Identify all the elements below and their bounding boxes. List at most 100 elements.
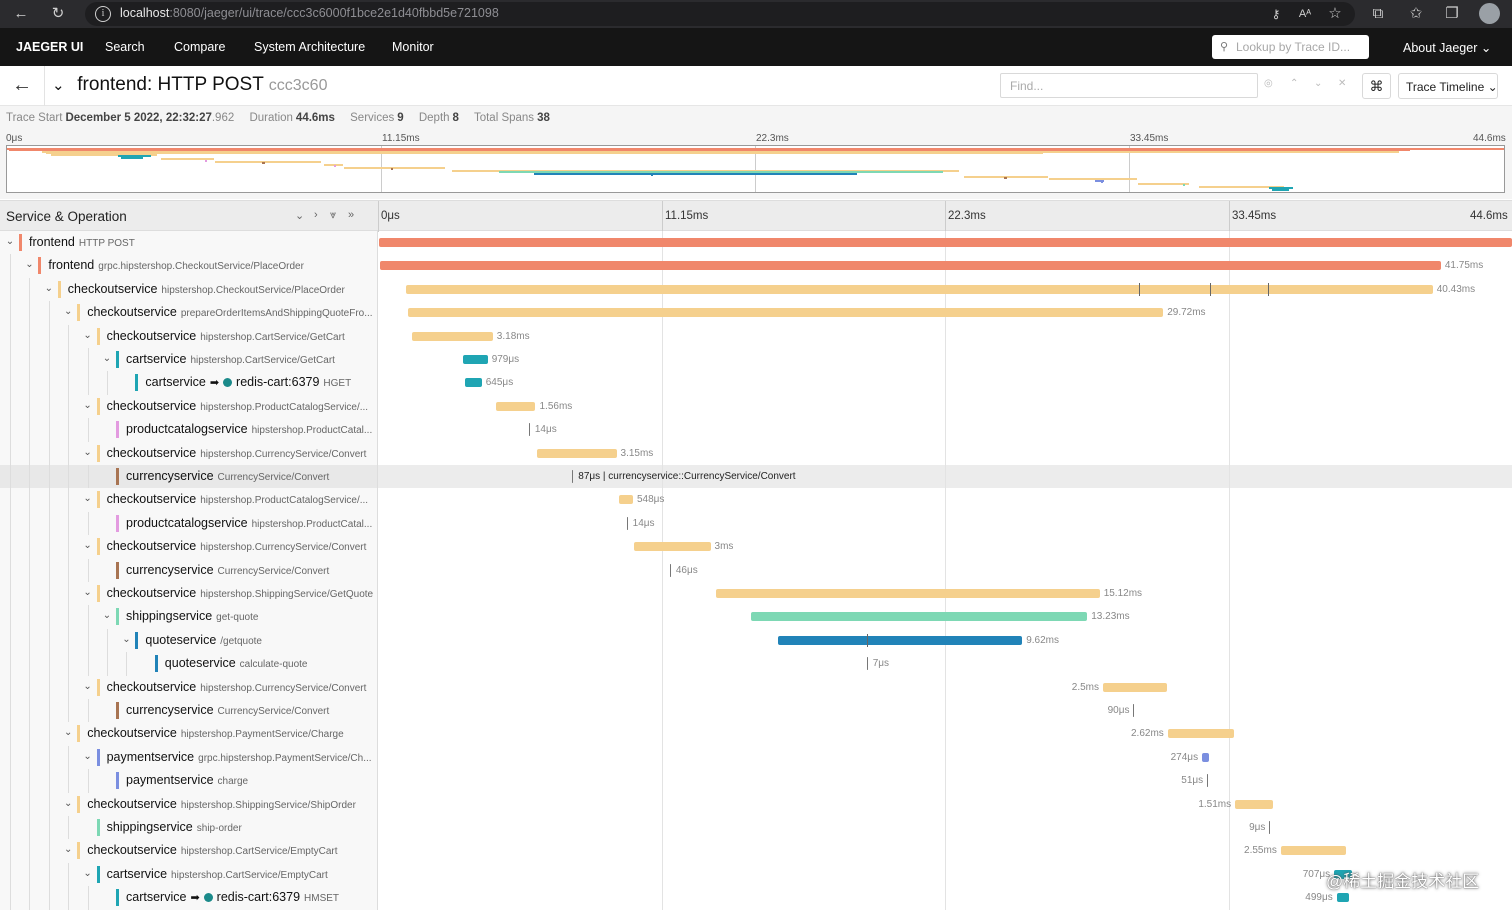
- span-toggle-icon[interactable]: ⌄: [102, 610, 112, 622]
- collapse-one-icon[interactable]: ⌄: [295, 210, 305, 222]
- span-service-label[interactable]: checkoutservice hipstershop.CurrencyServi…: [107, 680, 367, 694]
- span-log-tick[interactable]: [866, 633, 868, 647]
- span-bar[interactable]: [536, 448, 617, 458]
- span-service-label[interactable]: checkoutservice hipstershop.CheckoutServi…: [68, 282, 345, 296]
- span-bar[interactable]: [379, 238, 1512, 247]
- span-bar[interactable]: [465, 378, 482, 388]
- find-prev-icon[interactable]: ⌃: [1290, 78, 1299, 89]
- span-bar[interactable]: [495, 401, 536, 411]
- span-name-cell[interactable]: ⌄ checkoutservice hipstershop.ProductCatal…: [0, 394, 378, 419]
- span-bar[interactable]: [1235, 799, 1274, 809]
- span-service-label[interactable]: currencyservice CurrencyService/Convert: [126, 563, 329, 577]
- span-name-cell[interactable]: ⌄ frontend HTTP POST: [0, 231, 378, 255]
- span-row[interactable]: ⌄ checkoutservice hipstershop.ProductCatal…: [0, 394, 1512, 419]
- span-row[interactable]: ⌄ cartservice hipstershop.CartService/GetC…: [0, 348, 1512, 372]
- read-aloud-icon[interactable]: Aᴬ: [1298, 8, 1312, 20]
- span-service-label[interactable]: shippingservice ship-order: [107, 820, 242, 834]
- span-service-label[interactable]: quoteservice calculate-quote: [165, 656, 308, 670]
- span-bar[interactable]: [866, 657, 868, 671]
- url-text[interactable]: localhost:8080/jaeger/ui/trace/ccc3c6000…: [120, 6, 499, 20]
- span-row[interactable]: currencyservice CurrencyService/Convert 46…: [0, 558, 1512, 582]
- span-service-label[interactable]: productcatalogservice hipstershop.Product…: [126, 422, 372, 436]
- span-row[interactable]: shippingservice ship-order 9μs: [0, 816, 1512, 840]
- span-toggle-icon[interactable]: ⌄: [25, 259, 34, 271]
- span-toggle-icon[interactable]: ⌄: [83, 750, 92, 762]
- span-service-label[interactable]: productcatalogservice hipstershop.Product…: [126, 516, 372, 530]
- span-row[interactable]: ⌄ quoteservice/getquote 9.62ms: [0, 628, 1512, 653]
- span-name-cell[interactable]: ⌄ quoteservice/getquote: [0, 628, 378, 653]
- find-clear-icon[interactable]: ✕: [1338, 78, 1347, 89]
- span-bar[interactable]: [715, 589, 1100, 598]
- column-divider[interactable]: [378, 201, 379, 232]
- span-name-cell[interactable]: ⌄ checkoutservice hipstershop.PaymentServi…: [0, 722, 378, 746]
- span-name-cell[interactable]: ⌄ checkoutservice hipstershop.CurrencyServ…: [0, 441, 378, 465]
- span-service-label[interactable]: checkoutservice hipstershop.ShippingServi…: [87, 797, 356, 811]
- key-icon[interactable]: ⚷: [1271, 7, 1281, 21]
- span-row[interactable]: ⌄ checkoutservice hipstershop.ShippingServ…: [0, 792, 1512, 816]
- span-row[interactable]: ⌄ checkoutservice hipstershop.CartService/…: [0, 324, 1512, 348]
- minimap-canvas[interactable]: [6, 145, 1505, 193]
- site-info-icon[interactable]: i: [95, 6, 111, 22]
- span-toggle-icon[interactable]: ⌄: [63, 797, 73, 809]
- span-bar[interactable]: [1133, 704, 1135, 717]
- span-row[interactable]: cartservice ➡ redis-cart:6379 HMSET 499μs: [0, 886, 1512, 910]
- span-bar[interactable]: [528, 423, 530, 437]
- span-log-tick[interactable]: [1268, 282, 1270, 296]
- span-bar[interactable]: [626, 516, 628, 530]
- trace-minimap[interactable]: 0μs 11.15ms 22.3ms 33.45ms 44.6ms: [0, 131, 1512, 199]
- span-name-cell[interactable]: currencyservice CurrencyService/Convert: [0, 699, 378, 723]
- span-name-cell[interactable]: ⌄ checkoutservice hipstershop.CheckoutServ…: [0, 277, 378, 302]
- favorites-icon[interactable]: ✩: [1409, 5, 1423, 22]
- span-service-label[interactable]: checkoutservice hipstershop.ProductCatalo…: [107, 399, 369, 413]
- span-bar[interactable]: [669, 563, 671, 577]
- span-log-tick[interactable]: [1138, 282, 1140, 296]
- span-bar[interactable]: [777, 633, 1023, 647]
- span-bar[interactable]: [619, 495, 633, 505]
- span-name-cell[interactable]: ⌄ checkoutservice hipstershop.CartService/…: [0, 324, 378, 348]
- span-row[interactable]: ⌄ cartservice hipstershop.CartService/Empt…: [0, 862, 1512, 887]
- collapse-chevron-icon[interactable]: ⌄: [52, 77, 65, 94]
- span-row[interactable]: ⌄ checkoutservice hipstershop.CurrencyServ…: [0, 535, 1512, 559]
- span-bar[interactable]: [405, 282, 1433, 296]
- span-row[interactable]: ⌄ paymentservice grpc.hipstershop.PaymentS…: [0, 745, 1512, 770]
- span-name-cell[interactable]: ⌄ frontend grpc.hipstershop.CheckoutServic…: [0, 254, 378, 278]
- span-name-cell[interactable]: ⌄ checkoutservice hipstershop.CurrencyServ…: [0, 535, 378, 559]
- span-service-label[interactable]: quoteservice/getquote: [145, 633, 262, 647]
- span-name-cell[interactable]: productcatalogservice hipstershop.Product…: [0, 511, 378, 536]
- span-service-label[interactable]: cartservice ➡ redis-cart:6379 HMSET: [126, 890, 339, 904]
- span-toggle-icon[interactable]: ⌄: [83, 329, 92, 341]
- span-service-label[interactable]: shippingservice get-quote: [126, 609, 258, 623]
- span-row[interactable]: productcatalogservice hipstershop.Product…: [0, 511, 1512, 536]
- span-bar[interactable]: [572, 470, 574, 483]
- span-toggle-icon[interactable]: ⌄: [83, 540, 92, 552]
- favorite-add-icon[interactable]: ☆: [1328, 5, 1342, 22]
- span-toggle-icon[interactable]: ⌄: [83, 587, 92, 598]
- span-service-label[interactable]: checkoutservice hipstershop.CurrencyServi…: [107, 446, 367, 460]
- span-service-label[interactable]: checkoutservice hipstershop.CurrencyServi…: [107, 539, 367, 553]
- span-toggle-icon[interactable]: ⌄: [102, 353, 112, 364]
- expand-all-icon[interactable]: »: [348, 209, 355, 221]
- span-row[interactable]: productcatalogservice hipstershop.Product…: [0, 418, 1512, 442]
- span-name-cell[interactable]: quoteservice calculate-quote: [0, 652, 378, 676]
- span-row[interactable]: ⌄ checkoutservice hipstershop.CheckoutServ…: [0, 277, 1512, 302]
- span-name-cell[interactable]: ⌄ checkoutservice hipstershop.CurrencyServ…: [0, 675, 378, 699]
- span-name-cell[interactable]: ⌄ checkoutservice hipstershop.ShippingServ…: [0, 792, 378, 816]
- span-bar[interactable]: [1334, 869, 1353, 879]
- span-row[interactable]: ⌄ checkoutservice hipstershop.ShippingServ…: [0, 582, 1512, 606]
- span-row[interactable]: ⌄ checkoutservice hipstershop.CurrencyServ…: [0, 675, 1512, 699]
- span-service-label[interactable]: cartservice hipstershop.CartService/Empty…: [107, 867, 328, 881]
- collections-icon[interactable]: ❐: [1445, 5, 1459, 22]
- about-jaeger-menu[interactable]: About Jaeger ⌄: [1403, 41, 1492, 55]
- span-service-label[interactable]: checkoutservice hipstershop.CartService/E…: [87, 843, 337, 857]
- span-name-cell[interactable]: shippingservice ship-order: [0, 816, 378, 840]
- span-bar[interactable]: [380, 261, 1441, 271]
- span-row[interactable]: ⌄ checkoutservice prepareOrderItemsAndShip…: [0, 301, 1512, 325]
- span-toggle-icon[interactable]: ⌄: [63, 844, 73, 856]
- span-name-cell[interactable]: ⌄ cartservice hipstershop.CartService/Empt…: [0, 862, 378, 887]
- span-name-cell[interactable]: ⌄ cartservice hipstershop.CartService/GetC…: [0, 348, 378, 372]
- span-service-label[interactable]: frontend grpc.hipstershop.CheckoutService…: [48, 258, 304, 272]
- span-toggle-icon[interactable]: ⌄: [122, 633, 131, 645]
- span-bar[interactable]: [1269, 821, 1271, 834]
- span-row[interactable]: paymentservice charge 51μs: [0, 769, 1512, 793]
- span-service-label[interactable]: cartservice hipstershop.CartService/GetCa…: [126, 352, 335, 366]
